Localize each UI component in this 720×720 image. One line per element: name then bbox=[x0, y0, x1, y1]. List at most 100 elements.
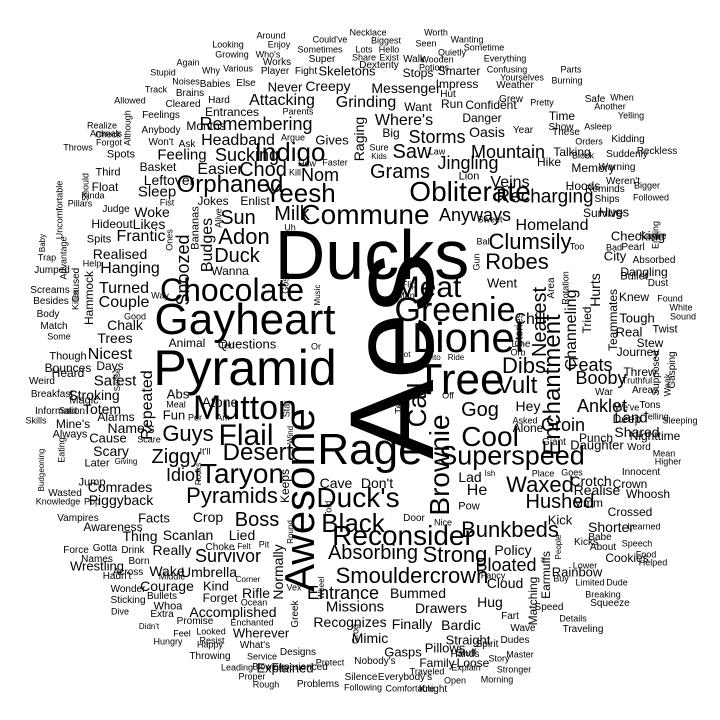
word-morning: Morning bbox=[480, 674, 514, 685]
word-easier: Easier bbox=[197, 161, 243, 178]
word-daughter: Daughter bbox=[570, 437, 624, 453]
word-choke: Choke bbox=[205, 542, 235, 553]
word-thing: Thing bbox=[122, 528, 158, 544]
word-idiot: Idiot bbox=[165, 465, 201, 485]
word-anybody: Anybody bbox=[141, 125, 181, 136]
word-ducks-possessive: Duck's bbox=[316, 482, 400, 513]
word-leftover: Leftover bbox=[143, 172, 195, 188]
word-parts: Parts bbox=[560, 64, 582, 75]
word-when: When bbox=[610, 92, 634, 103]
word-anklet: Anklet bbox=[576, 396, 628, 416]
word-fist: Fist bbox=[159, 197, 175, 208]
word-checking: Checking bbox=[610, 228, 666, 244]
word-asked: Asked bbox=[512, 415, 538, 426]
word-protect: Protect bbox=[315, 657, 345, 668]
word-middle: Middle bbox=[158, 571, 186, 582]
word-following: Following bbox=[343, 682, 383, 693]
word-safest: Safest bbox=[93, 372, 137, 390]
word-knew: Knew bbox=[618, 290, 650, 304]
word-guys: Guys bbox=[162, 421, 214, 446]
word-felt: Felt bbox=[237, 542, 251, 551]
word-ocean: Ocean bbox=[240, 597, 268, 608]
word-told: Told bbox=[323, 500, 334, 518]
word-stupid: Stupid bbox=[150, 67, 176, 78]
word-judge: Judge bbox=[102, 204, 130, 215]
word-ride: Ride bbox=[447, 353, 465, 362]
word-law: Law bbox=[428, 146, 446, 157]
word-sound: Sound bbox=[669, 311, 697, 322]
word-desert: Desert bbox=[222, 439, 294, 466]
word-alarms: Alarms bbox=[97, 410, 135, 424]
word-nighttime: Nighttime bbox=[629, 429, 681, 443]
word-vex: Vex bbox=[286, 582, 302, 593]
word-promise: Promise bbox=[176, 616, 214, 627]
word-hurts: Hurts bbox=[587, 273, 603, 307]
word-greek: Greek bbox=[290, 600, 301, 628]
word-realised: Realised bbox=[92, 246, 148, 262]
word-walk: Walk bbox=[403, 54, 425, 65]
word-anyways: Anyways bbox=[438, 205, 512, 225]
word-feel: Feel bbox=[173, 628, 191, 639]
word-mines: Mine's bbox=[55, 417, 91, 431]
word-helped: Helped bbox=[638, 557, 668, 568]
word-stew: Stew bbox=[636, 336, 664, 350]
word-works: Works bbox=[262, 57, 292, 68]
word-headband: Headband bbox=[201, 132, 275, 149]
word-whos: Who's bbox=[255, 49, 281, 60]
word-trees: Trees bbox=[97, 330, 133, 346]
word-nobodys: Nobody's bbox=[354, 656, 396, 667]
word-shared: Shared bbox=[614, 424, 660, 440]
word-budgeoning: Budgeoning bbox=[37, 448, 46, 492]
word-kicks: Kicks bbox=[574, 537, 598, 548]
word-nice: Nice bbox=[433, 517, 453, 528]
word-experienced: Experienced bbox=[272, 662, 328, 673]
word-punch: Punch bbox=[578, 431, 614, 445]
word-storms: Storms bbox=[408, 127, 466, 147]
word-vult: Vult bbox=[496, 372, 538, 399]
word-faster: Faster bbox=[322, 157, 348, 168]
word-spirit: Spirit bbox=[475, 639, 499, 650]
word-sweet: Sweet bbox=[477, 214, 503, 225]
word-keeps: Keeps bbox=[278, 468, 292, 504]
word-how: How bbox=[297, 158, 317, 169]
word-raging: Raging bbox=[351, 116, 367, 162]
word-everybodys: Everybody's bbox=[377, 672, 433, 683]
word-wrestling: Wrestling bbox=[70, 558, 124, 574]
word-hoods: Hoods bbox=[565, 179, 601, 193]
word-kick: Kick bbox=[547, 512, 573, 528]
word-gasps: Gasps bbox=[384, 644, 422, 660]
word-adon: Adon bbox=[218, 224, 270, 249]
word-about: About bbox=[589, 542, 617, 553]
word-piggyback: Piggyback bbox=[88, 492, 154, 508]
word-pit: Pit bbox=[258, 539, 270, 550]
word-wooden: Wooden bbox=[420, 54, 454, 65]
word-brownie: Brownie bbox=[424, 414, 455, 516]
word-track: Track bbox=[144, 84, 168, 95]
word-followed: Followed bbox=[632, 192, 670, 203]
word-dont: Don't bbox=[360, 475, 394, 491]
word-per: Per bbox=[187, 412, 203, 423]
word-didnt: Didn't bbox=[138, 622, 160, 631]
word-knowledge: Knowledge bbox=[35, 496, 81, 507]
word-body: Body bbox=[36, 309, 60, 320]
word-real: Real bbox=[615, 324, 643, 340]
word-straight: Straight bbox=[445, 632, 491, 648]
word-uncomfortable: Uncomfortable bbox=[54, 180, 65, 240]
word-couple: Couple bbox=[98, 294, 150, 311]
word-feeling: Feeling bbox=[157, 146, 207, 164]
word-wanting: Wanting bbox=[450, 34, 484, 45]
word-fun: Fun bbox=[162, 407, 186, 423]
word-throwing: Throwing bbox=[189, 651, 231, 662]
word-kids: Kids bbox=[371, 152, 387, 161]
word-limited: Limited bbox=[575, 577, 605, 588]
word-silence: Silence bbox=[344, 672, 378, 683]
word-jump: Jump bbox=[78, 476, 106, 489]
word-entrance: Entrance bbox=[306, 583, 380, 603]
word-tons: Tons bbox=[639, 400, 661, 411]
word-giant: Giant bbox=[542, 437, 566, 448]
word-time: Time bbox=[548, 109, 576, 123]
word-hugs: Hugs bbox=[598, 204, 630, 220]
word-problems: Problems bbox=[296, 679, 340, 690]
word-bad: Bad bbox=[605, 242, 623, 253]
word-magic: Magic bbox=[69, 394, 99, 407]
